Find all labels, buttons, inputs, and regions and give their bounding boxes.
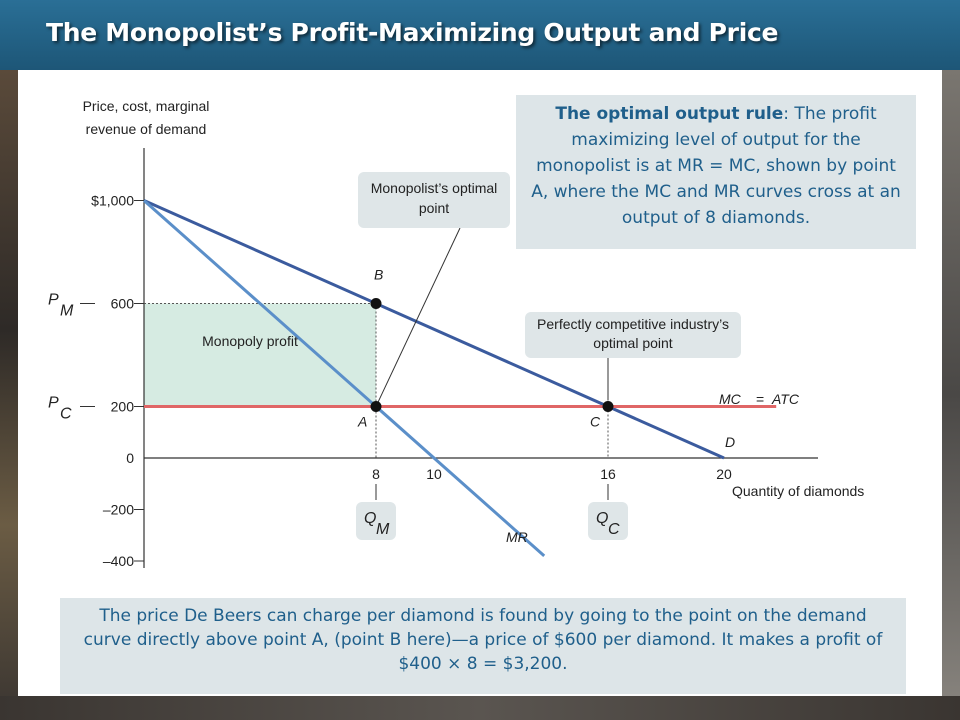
- monopoly-profit-text: Monopoly profit: [202, 333, 298, 349]
- slide-title: The Monopolist’s Profit-Maximizing Outpu…: [46, 18, 779, 47]
- monopolist-optimal-callout: Monopolist’s optimal point: [358, 172, 510, 228]
- monopolist-optimal-text: Monopolist’s optimal point: [370, 180, 498, 216]
- mr-curve-label: MR: [506, 529, 528, 545]
- price-explanation-box: The price De Beers can charge per diamon…: [60, 598, 906, 694]
- atc-curve-label: ATC: [771, 391, 800, 407]
- point-b: [370, 298, 382, 309]
- y-tick-label: 0: [126, 450, 134, 466]
- mc-curve-label: MC: [719, 391, 742, 407]
- quantity-label-sub: C: [608, 521, 620, 538]
- competitive-optimal-text: Perfectly competitive industry’s optimal…: [537, 316, 729, 351]
- y-tick-label: –200: [103, 502, 134, 518]
- background-left: [0, 70, 18, 720]
- rule-text: : The profit maximizing level of output …: [531, 104, 901, 228]
- quantity-label-main: Q: [364, 510, 376, 527]
- point-label-a: A: [357, 414, 367, 430]
- monopoly-profit-label: Monopoly profit: [200, 331, 300, 351]
- monopolist-pointer-line: [375, 227, 461, 407]
- y-axis-label-line2: revenue of demand: [86, 121, 207, 137]
- price-label-sub: C: [60, 406, 72, 423]
- price-label-sub: M: [60, 303, 74, 320]
- price-label-main: P: [48, 395, 59, 412]
- quantity-label-box: [356, 502, 396, 540]
- y-tick-label: $1,000: [91, 193, 134, 209]
- quantity-label-main: Q: [596, 510, 608, 527]
- y-tick-label: 200: [111, 399, 135, 415]
- y-tick-label: –400: [103, 553, 134, 569]
- quantity-label-box: [588, 502, 628, 540]
- point-a: [370, 401, 382, 412]
- demand-curve-label: D: [725, 434, 735, 450]
- demand-curve: [143, 199, 725, 460]
- marginal-revenue-curve: [143, 199, 546, 557]
- point-label-c: C: [590, 414, 601, 430]
- x-tick-label: 20: [716, 466, 732, 482]
- quantity-label-sub: M: [376, 521, 390, 538]
- title-bar: The Monopolist’s Profit-Maximizing Outpu…: [0, 0, 960, 70]
- background-bottom: [0, 696, 960, 720]
- rule-heading: The optimal output rule: [555, 104, 784, 124]
- y-tick-label: 600: [111, 296, 135, 312]
- x-axis-label: Quantity of diamonds: [732, 483, 864, 499]
- price-label-main: P: [48, 292, 59, 309]
- background-right: [942, 70, 960, 720]
- point-label-b: B: [374, 267, 383, 283]
- x-tick-label: 8: [372, 466, 380, 482]
- point-c: [602, 401, 614, 412]
- mc-equals-label: =: [756, 391, 764, 407]
- optimal-output-rule-box: The optimal output rule: The profit maxi…: [516, 95, 916, 249]
- x-tick-label: 10: [426, 466, 442, 482]
- competitive-optimal-callout: Perfectly competitive industry’s optimal…: [525, 312, 741, 358]
- x-tick-label: 16: [600, 466, 616, 482]
- monopoly-profit-area: [144, 303, 376, 407]
- price-explanation-text: The price De Beers can charge per diamon…: [83, 606, 883, 674]
- y-axis-label-line1: Price, cost, marginal: [83, 98, 210, 114]
